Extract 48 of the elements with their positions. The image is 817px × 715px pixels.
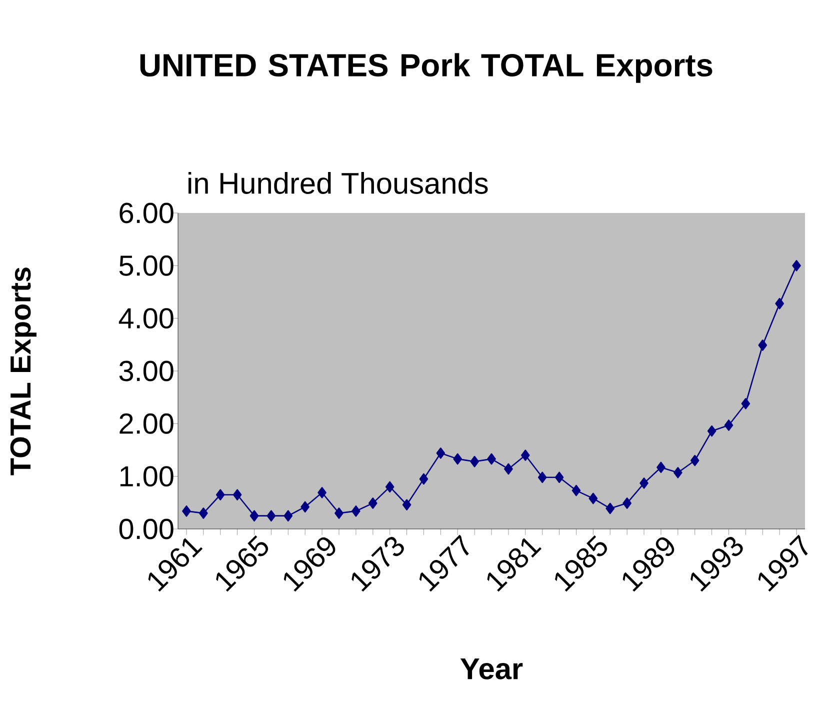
point (436, 447, 446, 459)
point (572, 484, 581, 496)
point (182, 505, 191, 517)
x-axis-title: Year (460, 658, 523, 680)
y-tick-label: 3.00 (119, 360, 174, 382)
point (352, 505, 360, 517)
point (232, 489, 242, 500)
point (656, 462, 666, 474)
y-tick-label: 2.00 (120, 413, 174, 434)
point (792, 260, 801, 272)
point (741, 398, 750, 410)
y-tick-label: 4.00 (118, 308, 174, 329)
point (334, 508, 344, 519)
point (674, 466, 682, 478)
point (199, 508, 208, 519)
point (504, 463, 513, 475)
point (300, 501, 310, 513)
point (487, 453, 496, 465)
point (216, 489, 225, 500)
point (521, 450, 530, 461)
y-tick-label: 5.00 (119, 255, 174, 276)
point (453, 453, 462, 465)
point (318, 486, 326, 498)
y-tick-label: 0.00 (119, 518, 174, 540)
point (385, 481, 394, 492)
point (707, 425, 716, 437)
point (622, 498, 632, 509)
y-tick-label: 1.00 (120, 466, 174, 487)
point (250, 510, 259, 522)
point (690, 454, 700, 466)
point (470, 456, 479, 468)
point (554, 472, 564, 484)
chart-title: UNITED STATES Pork TOTAL Exports (140, 53, 712, 83)
chart-subtitle: in Hundred Thousands (188, 172, 488, 194)
point (724, 420, 734, 431)
point (775, 298, 784, 310)
point (538, 472, 547, 484)
point (606, 502, 615, 514)
point (588, 492, 598, 504)
point (402, 499, 412, 510)
point (758, 340, 768, 351)
point (266, 510, 276, 522)
y-axis-title: TOTAL Exports (10, 268, 36, 476)
point (368, 498, 378, 509)
point (640, 478, 648, 489)
point (284, 510, 293, 522)
point (419, 473, 428, 485)
y-tick-label: 6.00 (120, 202, 174, 224)
